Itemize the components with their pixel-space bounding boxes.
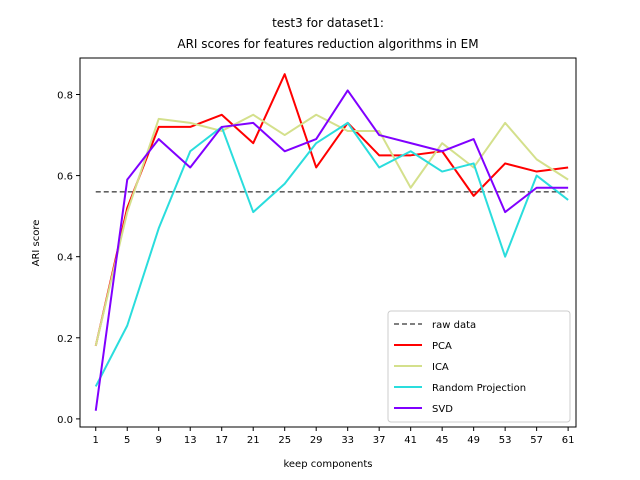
series-line-svd (94, 89, 569, 411)
legend-label: ICA (432, 362, 449, 373)
x-axis-label: keep components (283, 459, 372, 470)
legend-box (387, 310, 571, 423)
x-tick-label: 21 (247, 435, 260, 446)
chart-title-line-2: ARI scores for features reduction algori… (177, 37, 478, 51)
x-tick-label: 9 (156, 435, 162, 446)
x-tick-label: 29 (310, 435, 323, 446)
x-tick-label: 41 (404, 435, 417, 446)
y-tick-label: 0.8 (57, 90, 73, 101)
x-tick-label: 5 (124, 435, 130, 446)
y-tick-label: 0.4 (57, 253, 73, 264)
x-tick-label: 61 (562, 435, 575, 446)
legend: raw data PCA ICA Random Projection SVD (387, 310, 571, 423)
chart-title-line-1: test3 for dataset1: (272, 16, 384, 30)
x-tick-label: 17 (215, 435, 228, 446)
x-tick-label: 33 (341, 435, 354, 446)
legend-label: raw data (432, 320, 476, 331)
x-tick-label: 53 (499, 435, 512, 446)
x-tick-label: 13 (184, 435, 197, 446)
x-tick-label: 37 (373, 435, 386, 446)
series-line-pca (94, 73, 569, 347)
legend-label: SVD (432, 404, 453, 415)
axes: 1 5 9 13 17 21 25 29 33 37 41 45 49 53 57 61 0.0 0.2 0.4 0.… (57, 57, 577, 446)
series-line-ica (94, 113, 569, 347)
x-tick-label: 57 (530, 435, 543, 446)
y-tick-label: 0.2 (57, 334, 73, 345)
x-tick-label: 1 (93, 435, 99, 446)
plot-frame (79, 57, 577, 428)
y-tick-label: 0.0 (57, 415, 73, 426)
legend-label: PCA (432, 341, 452, 352)
series-line-random-projection (94, 121, 569, 387)
y-tick-label: 0.6 (57, 172, 73, 183)
x-tick-label: 45 (436, 435, 449, 446)
legend-label: Random Projection (432, 383, 526, 394)
y-axis-label: ARI score (31, 220, 42, 267)
x-tick-label: 49 (467, 435, 480, 446)
x-tick-label: 25 (278, 435, 291, 446)
